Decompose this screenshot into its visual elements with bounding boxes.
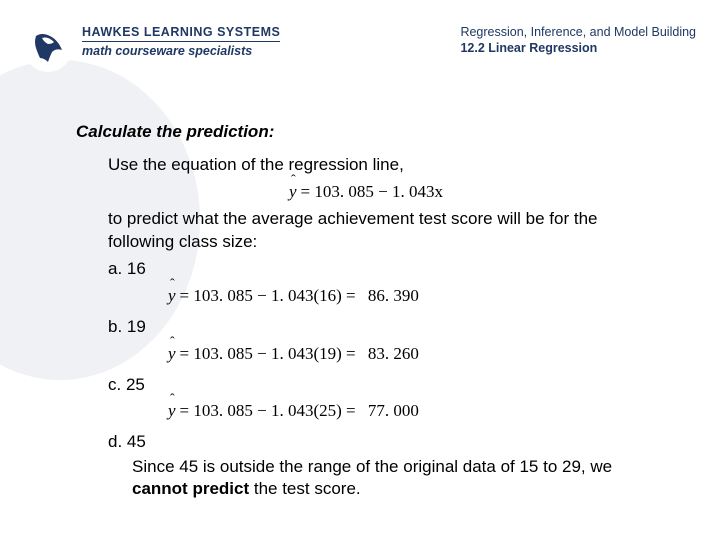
item-equation-c: y = 103. 085 − 1. 043(25) = 77. 000: [108, 396, 664, 427]
header-right: Regression, Inference, and Model Buildin…: [460, 24, 696, 57]
item-label: d.: [108, 432, 122, 451]
topic-line-1: Regression, Inference, and Model Buildin…: [460, 24, 696, 40]
yhat-symbol: y: [168, 343, 176, 366]
section-title: Calculate the prediction:: [0, 72, 720, 154]
brand-title: HAWKES LEARNING SYSTEMS: [82, 24, 280, 40]
list-item-d: d. 45 Since 45 is outside the range of t…: [108, 427, 664, 500]
note-post: the test score.: [249, 479, 361, 498]
hawk-logo: [24, 24, 72, 72]
header: HAWKES LEARNING SYSTEMS math courseware …: [0, 0, 720, 72]
intro-line-1: Use the equation of the regression line,: [108, 154, 664, 177]
intro-line-2: to predict what the average achievement …: [108, 208, 664, 254]
item-value: 25: [126, 375, 145, 394]
item-equation-a: y = 103. 085 − 1. 043(16) = 86. 390: [108, 281, 664, 312]
eq-rhs: = 103. 085 − 1. 043(16) =: [180, 285, 356, 308]
item-note: Since 45 is outside the range of the ori…: [108, 456, 664, 500]
main-equation: y = 103. 085 − 1. 043x: [68, 177, 664, 208]
list-item-b: b. 19 y = 103. 085 − 1. 043(19) = 83. 26…: [108, 312, 664, 370]
item-value: 45: [127, 432, 146, 451]
item-value: 16: [127, 259, 146, 278]
answer: 83. 260: [368, 343, 419, 366]
brand-subtitle: math courseware specialists: [82, 41, 280, 59]
eq-rhs: = 103. 085 − 1. 043(19) =: [180, 343, 356, 366]
yhat-symbol: y: [289, 181, 297, 204]
item-label: a.: [108, 259, 122, 278]
body-text: Use the equation of the regression line,…: [0, 154, 720, 501]
answer: 86. 390: [368, 285, 419, 308]
yhat-symbol: y: [168, 400, 176, 423]
answer: 77. 000: [368, 400, 419, 423]
slide-content: HAWKES LEARNING SYSTEMS math courseware …: [0, 0, 720, 501]
note-bold: cannot predict: [132, 479, 249, 498]
topic-line-2: 12.2 Linear Regression: [460, 40, 696, 56]
list-item-c: c. 25 y = 103. 085 − 1. 043(25) = 77. 00…: [108, 370, 664, 428]
brand-block: HAWKES LEARNING SYSTEMS math courseware …: [82, 24, 280, 60]
item-label: b.: [108, 317, 122, 336]
note-pre: Since 45 is outside the range of the ori…: [132, 457, 612, 476]
equation-rhs: = 103. 085 − 1. 043x: [301, 181, 443, 204]
yhat-symbol: y: [168, 285, 176, 308]
list-item-a: a. 16 y = 103. 085 − 1. 043(16) = 86. 39…: [108, 254, 664, 312]
eq-rhs: = 103. 085 − 1. 043(25) =: [180, 400, 356, 423]
item-equation-b: y = 103. 085 − 1. 043(19) = 83. 260: [108, 339, 664, 370]
item-value: 19: [127, 317, 146, 336]
header-left: HAWKES LEARNING SYSTEMS math courseware …: [24, 24, 280, 72]
item-label: c.: [108, 375, 121, 394]
hawk-icon: [28, 28, 68, 68]
